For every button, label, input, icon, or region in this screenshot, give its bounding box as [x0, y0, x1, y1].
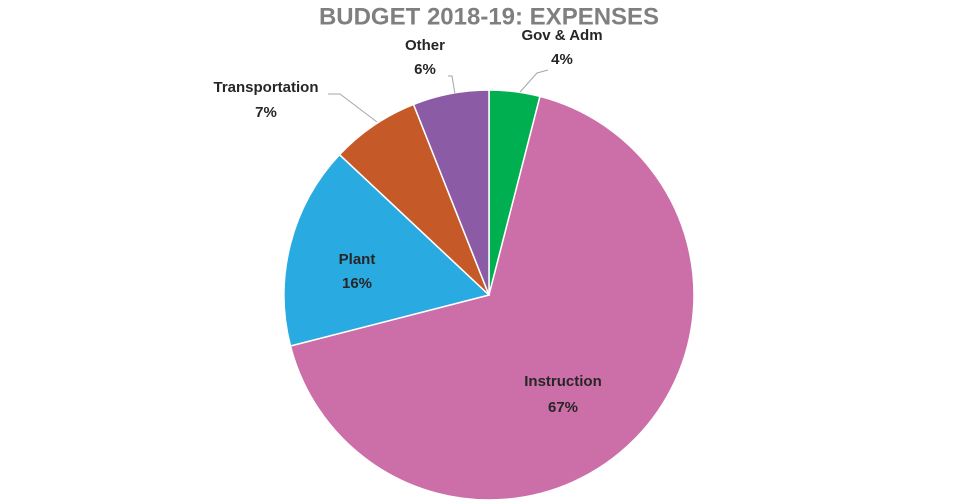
- slice-label: Gov & Adm: [521, 27, 602, 44]
- pie-slice: [412, 89, 490, 296]
- slice-label: Transportation: [213, 79, 318, 96]
- leader-line: [328, 93, 378, 123]
- leader-line: [519, 69, 549, 93]
- slice-label: Other: [405, 37, 445, 54]
- labels: Gov & Adm 4% Instruction 67% Plant 16% Transpo…: [213, 27, 602, 416]
- leader-line: [448, 75, 456, 95]
- pie: [283, 89, 695, 501]
- slice-label: Plant: [339, 251, 376, 268]
- pie-slice: [283, 153, 491, 347]
- slice-label: Instruction: [524, 373, 602, 390]
- pie-slice: [289, 95, 695, 501]
- value-label: 67%: [548, 399, 578, 416]
- value-label: 6%: [414, 61, 436, 78]
- value-label: 4%: [551, 51, 573, 68]
- value-label: 7%: [255, 104, 277, 121]
- chart-title: BUDGET 2018-19: EXPENSES: [319, 3, 659, 30]
- value-label: 16%: [342, 275, 372, 292]
